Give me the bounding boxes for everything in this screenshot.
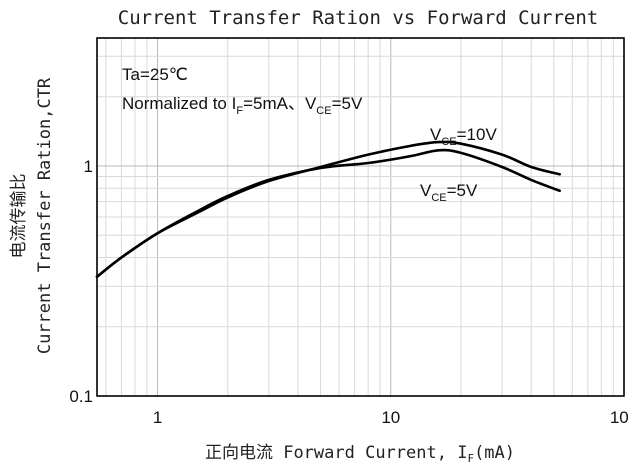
x-axis-label-unit: (mA)	[474, 443, 515, 463]
x-axis-label-main: 正向电流 Forward Current, I	[205, 443, 467, 463]
chart-title: Current Transfer Ration vs Forward Curre…	[118, 7, 598, 29]
x-tick-label: 10	[381, 408, 400, 427]
normalized-mid: =5mA、V	[243, 94, 317, 113]
vce5-suffix: =5V	[447, 181, 478, 200]
y-axis-label-en: Current Transfer Ration,CTR	[35, 77, 55, 354]
tick-labels: 1 10 100 0.1 1	[69, 157, 628, 427]
normalized-sub-if: F	[236, 105, 243, 117]
normalized-prefix: Normalized to I	[122, 94, 236, 113]
label-vce-5v: VCE=5V	[420, 181, 478, 204]
x-tick-label: 1	[153, 408, 162, 427]
vce5-sub: CE	[431, 192, 446, 204]
y-tick-label: 0.1	[69, 387, 93, 406]
normalized-suffix: =5V	[332, 94, 363, 113]
annotation-ta: Ta=25℃	[122, 65, 188, 84]
y-tick-label: 1	[84, 157, 93, 176]
grid	[97, 38, 624, 396]
vce10-suffix: =10V	[457, 125, 498, 144]
normalized-sub-vce: CE	[316, 105, 331, 117]
x-tick-label: 100	[610, 408, 628, 427]
series-line-vce-5v	[95, 148, 561, 278]
vce10-prefix: V	[430, 125, 442, 144]
vce10-sub: CE	[441, 136, 456, 148]
x-axis-label: 正向电流 Forward Current, IF(mA)	[205, 443, 515, 465]
x-axis-label-sub: F	[467, 452, 474, 465]
series-layer	[95, 140, 561, 278]
label-vce-10v: VCE=10V	[430, 125, 497, 148]
vce5-prefix: V	[420, 181, 432, 200]
annotation-normalized: Normalized to IF=5mA、VCE=5V	[122, 94, 363, 117]
y-axis-label-cn: 电流传输比	[9, 174, 29, 259]
plot-frame	[96, 37, 625, 397]
